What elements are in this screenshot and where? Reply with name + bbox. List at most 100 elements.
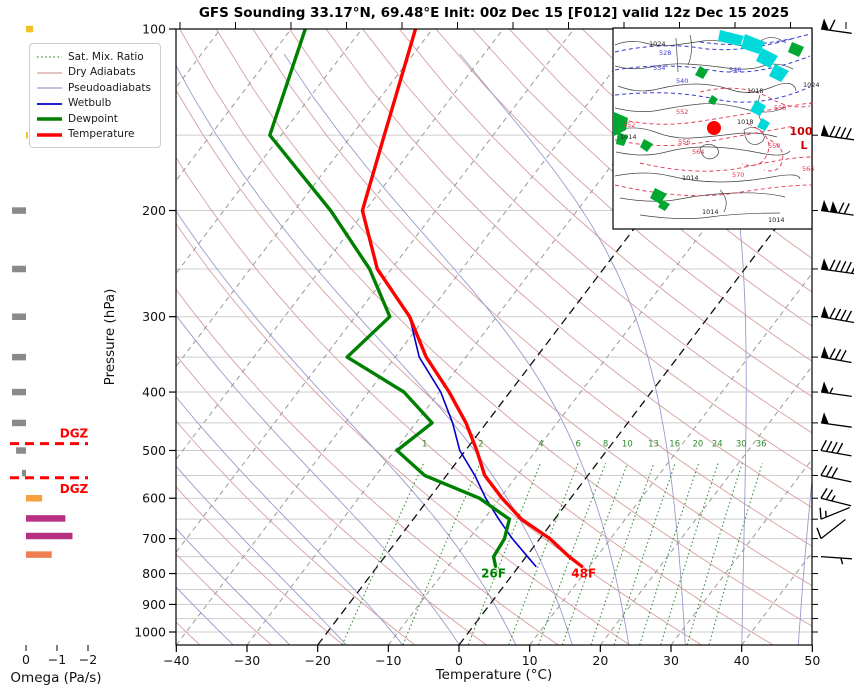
- isotherm: [246, 29, 716, 645]
- isotherm: [529, 272, 812, 645]
- map-contour-label: 564: [692, 148, 704, 156]
- map-contour-label: 1018: [737, 118, 754, 126]
- map-contour-label: 1014: [702, 208, 719, 216]
- mixing-ratio-label-13: 13: [648, 439, 659, 449]
- temperature-tick-label: 10: [522, 653, 538, 668]
- legend-item-dry: Dry Adiabats: [36, 65, 153, 81]
- map-precip-green: [695, 66, 708, 79]
- pennant: [821, 346, 829, 359]
- dry-line-swatch: [36, 63, 63, 82]
- legend-item-mixratio: Sat. Mix. Ratio: [36, 49, 153, 65]
- map-precip-green: [616, 132, 628, 146]
- map-contour-red: [763, 139, 784, 172]
- map-precip-cyan: [750, 100, 766, 116]
- dgz-label-lower: DGZ: [60, 482, 89, 496]
- mixing-ratio-label-10: 10: [622, 439, 633, 449]
- full-barb: [834, 349, 842, 360]
- map-contour-label: 558: [774, 104, 786, 112]
- mixing-ratio-label-16: 16: [669, 439, 680, 449]
- pressure-tick-label: 700: [142, 531, 166, 546]
- wind-barb-column: [816, 18, 854, 565]
- dry-adiabat: [176, 553, 272, 645]
- legend-label: Wetbulb: [68, 97, 112, 110]
- dry-adiabat: [362, 29, 812, 434]
- map-precip-cyan: [769, 64, 789, 82]
- dgz-label-upper: DGZ: [60, 427, 89, 441]
- half-barb: [840, 557, 844, 565]
- omega-bar-744hpa: [26, 551, 52, 558]
- full-barb: [820, 488, 828, 499]
- full-barb: [829, 19, 836, 31]
- map-contour-black: [619, 192, 786, 202]
- mixing-ratio-line-2: [402, 463, 481, 645]
- map-contour-label: 1024: [803, 81, 820, 89]
- map-precip-cyan: [741, 34, 765, 54]
- temperature-tick-label: 30: [663, 653, 679, 668]
- isotherm: [387, 86, 812, 645]
- map-contour-label: 534: [653, 64, 665, 72]
- mixing-ratio-label-4: 4: [538, 439, 543, 449]
- full-barb: [845, 261, 852, 273]
- dry-adiabat: [325, 29, 812, 471]
- map-contour-blue: [614, 55, 811, 73]
- full-barb: [829, 125, 836, 137]
- map-contour-label: 1014: [768, 216, 785, 224]
- pressure-tick-label: 300: [142, 309, 166, 324]
- mixing-ratio-label-8: 8: [603, 439, 608, 449]
- barb-staff: [820, 497, 852, 507]
- wind-barb-100hpa: [820, 18, 852, 34]
- map-contour-label: 540: [676, 77, 688, 85]
- pennant: [821, 412, 829, 425]
- full-barb: [829, 259, 836, 271]
- mixing-ratio-line-36: [708, 463, 763, 645]
- mixing-ratio-line-16: [613, 463, 676, 645]
- pennant: [821, 381, 829, 394]
- dry-adiabat: [179, 29, 812, 627]
- wetbulb-curve: [408, 315, 537, 568]
- map-contour-black: [687, 34, 692, 66]
- barb-staff: [820, 28, 852, 34]
- legend-item-pseudo: Pseudoadiabats: [36, 80, 153, 96]
- barb-staff: [820, 134, 854, 141]
- pressure-axis-label: Pressure (hPa): [102, 289, 118, 386]
- map-precip-green: [650, 188, 667, 204]
- isotherm: [176, 29, 645, 645]
- station-marker-dot: [707, 121, 721, 135]
- full-barb: [825, 466, 833, 477]
- mixing-ratio-label-20: 20: [693, 439, 704, 449]
- full-barb: [838, 202, 845, 214]
- pressure-tick-label: 200: [142, 203, 166, 218]
- map-contour-black: [675, 37, 679, 73]
- temperature-tick-label: −10: [375, 653, 401, 668]
- map-contour-red: [639, 156, 812, 172]
- pennant: [829, 201, 838, 213]
- mixing-ratio-lines: 1 2 4 6 8 10 13 16 20 24 30 36: [341, 439, 767, 645]
- temperature-line-swatch: [36, 125, 63, 144]
- temperature-tick-label: −20: [304, 653, 330, 668]
- full-barb: [840, 261, 847, 273]
- map-contour-black: [639, 212, 781, 219]
- map-contour-red: [741, 123, 770, 166]
- temperature-tick-label: 40: [734, 653, 750, 668]
- pennant: [821, 124, 829, 137]
- isotherm: [670, 458, 812, 645]
- dry-adiabat: [176, 156, 702, 645]
- barb-staff: [820, 556, 852, 560]
- pressure-tick-label: 500: [142, 443, 166, 458]
- legend-label: Dewpoint: [68, 112, 118, 125]
- map-precip-green: [708, 95, 718, 105]
- pressure-tick-label: 800: [142, 566, 166, 581]
- map-precip-green: [788, 42, 804, 57]
- map-contour-label: 558: [768, 142, 780, 150]
- wind-barb-300hpa: [820, 306, 854, 324]
- dry-adiabat: [215, 29, 812, 587]
- wind-barb-150hpa: [820, 124, 854, 141]
- map-contour-red: [614, 125, 796, 146]
- full-barb: [819, 507, 822, 520]
- temperature-tick-label: −40: [163, 653, 189, 668]
- barb-staff: [820, 422, 852, 428]
- pseudo-line-swatch: [36, 78, 63, 97]
